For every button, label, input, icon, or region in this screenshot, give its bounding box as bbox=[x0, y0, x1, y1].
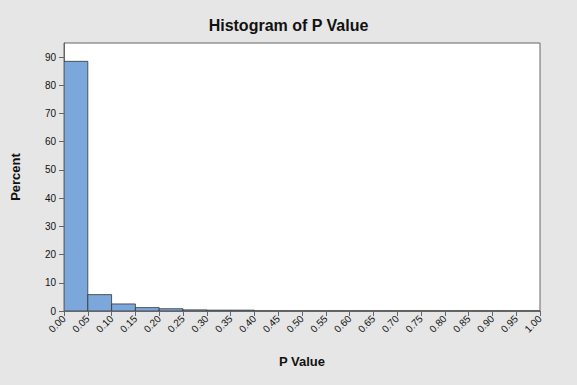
svg-text:P Value: P Value bbox=[279, 354, 325, 369]
svg-text:1.00: 1.00 bbox=[522, 313, 544, 335]
svg-text:0.30: 0.30 bbox=[189, 313, 211, 335]
svg-text:0.55: 0.55 bbox=[308, 313, 330, 335]
svg-text:0.40: 0.40 bbox=[237, 313, 259, 335]
svg-text:0.65: 0.65 bbox=[356, 313, 378, 335]
svg-text:0.95: 0.95 bbox=[499, 313, 521, 335]
svg-text:40: 40 bbox=[45, 193, 57, 204]
svg-text:0.45: 0.45 bbox=[261, 313, 283, 335]
svg-text:0.90: 0.90 bbox=[475, 313, 497, 335]
svg-text:0.05: 0.05 bbox=[70, 313, 92, 335]
svg-text:60: 60 bbox=[45, 136, 57, 147]
svg-text:Percent: Percent bbox=[8, 152, 23, 200]
svg-text:0.15: 0.15 bbox=[118, 313, 140, 335]
svg-text:0.00: 0.00 bbox=[46, 313, 68, 335]
svg-text:70: 70 bbox=[45, 108, 57, 119]
svg-text:0.75: 0.75 bbox=[403, 313, 425, 335]
svg-text:0.70: 0.70 bbox=[380, 313, 402, 335]
svg-text:0.25: 0.25 bbox=[165, 313, 187, 335]
svg-text:0.60: 0.60 bbox=[332, 313, 354, 335]
svg-text:0.35: 0.35 bbox=[213, 313, 235, 335]
svg-text:0.50: 0.50 bbox=[284, 313, 306, 335]
svg-text:0.10: 0.10 bbox=[94, 313, 116, 335]
svg-text:0.85: 0.85 bbox=[451, 313, 473, 335]
svg-text:20: 20 bbox=[45, 249, 57, 260]
svg-text:80: 80 bbox=[45, 80, 57, 91]
svg-text:0.20: 0.20 bbox=[142, 313, 164, 335]
svg-text:0: 0 bbox=[50, 306, 56, 317]
svg-text:10: 10 bbox=[45, 277, 57, 288]
svg-text:Histogram of P Value: Histogram of P Value bbox=[209, 17, 369, 34]
svg-text:30: 30 bbox=[45, 221, 57, 232]
svg-text:90: 90 bbox=[45, 52, 57, 63]
svg-text:50: 50 bbox=[45, 164, 57, 175]
svg-text:0.80: 0.80 bbox=[427, 313, 449, 335]
